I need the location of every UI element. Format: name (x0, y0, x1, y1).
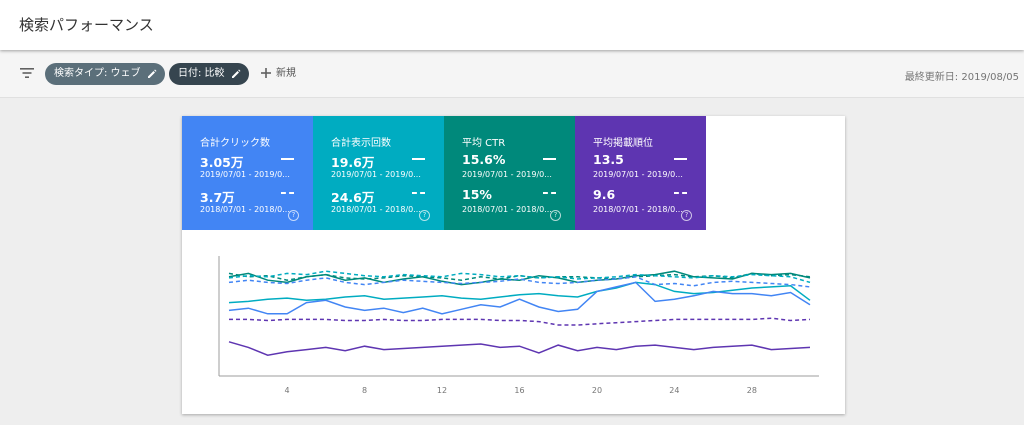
solid-line-legend-icon (412, 158, 425, 160)
series-line-6 (229, 317, 811, 326)
metric-label: 合計クリック数 (200, 138, 270, 149)
metric-current-value: 19.6万 (331, 155, 375, 170)
help-icon[interactable]: ? (419, 210, 430, 221)
x-tick-label: 28 (747, 386, 757, 395)
x-tick-label: 20 (592, 386, 602, 395)
metric-tile-impressions[interactable]: 合計表示回数 19.6万 2019/07/01 - 2019/0... 24.6… (313, 116, 444, 230)
solid-line-legend-icon (543, 158, 556, 160)
metric-current-value: 15.6% (462, 152, 506, 167)
performance-card: 合計クリック数 3.05万 2019/07/01 - 2019/0... 3.7… (182, 116, 845, 414)
x-tick-label: 12 (437, 386, 447, 395)
metric-previous-value: 9.6 (593, 187, 616, 202)
metric-current-value: 13.5 (593, 152, 624, 167)
filter-bar: 検索タイプ: ウェブ 日付: 比較 新規 最終更新日: 2019/08/05 (0, 50, 1024, 98)
series-line-2 (228, 281, 811, 304)
metric-current-range: 2019/07/01 - 2019/0... (200, 170, 290, 179)
metric-previous-range: 2018/07/01 - 2018/0... (331, 205, 421, 214)
pencil-icon[interactable] (146, 68, 158, 80)
x-tick-label: 24 (669, 386, 679, 395)
metric-current-range: 2019/07/01 - 2019/0... (331, 170, 421, 179)
x-tick-label: 8 (362, 386, 367, 395)
solid-line-legend-icon (674, 158, 687, 160)
metric-tile-position[interactable]: 平均掲載順位 13.5 2019/07/01 - 2019/0... 9.6 2… (575, 116, 706, 230)
help-icon[interactable]: ? (288, 210, 299, 221)
new-filter-label: 新規 (276, 68, 296, 79)
metric-current-range: 2019/07/01 - 2019/0... (462, 170, 552, 179)
metric-previous-value: 3.7万 (200, 190, 235, 205)
help-icon[interactable]: ? (681, 210, 692, 221)
help-icon[interactable]: ? (550, 210, 561, 221)
series-line-1 (228, 272, 811, 281)
date-chip[interactable]: 日付: 比較 (169, 63, 249, 85)
metric-previous-range: 2018/07/01 - 2018/0... (200, 205, 290, 214)
filter-icon[interactable] (20, 67, 34, 79)
date-chip-label: 日付: 比較 (178, 68, 225, 79)
metric-tile-clicks[interactable]: 合計クリック数 3.05万 2019/07/01 - 2019/0... 3.7… (182, 116, 313, 230)
metric-tile-ctr[interactable]: 平均 CTR 15.6% 2019/07/01 - 2019/0... 15% … (444, 116, 575, 230)
metric-label: 平均掲載順位 (593, 138, 653, 149)
performance-chart: 4 8 12 16 20 24 28 (218, 256, 819, 395)
dashed-line-legend-icon (281, 192, 294, 194)
last-updated: 最終更新日: 2019/08/05 (904, 72, 1019, 83)
app-header: 検索パフォーマンス (0, 0, 1024, 50)
series-line-3 (228, 270, 811, 284)
metric-label: 平均 CTR (462, 138, 506, 149)
x-tick-label: 16 (514, 386, 524, 395)
new-filter-button[interactable]: 新規 (260, 64, 296, 84)
metric-previous-value: 15% (462, 187, 492, 202)
metric-previous-range: 2018/07/01 - 2018/0... (593, 205, 683, 214)
search-type-chip-label: 検索タイプ: ウェブ (54, 68, 141, 79)
dashed-line-legend-icon (412, 192, 425, 194)
metric-previous-range: 2018/07/01 - 2018/0... (462, 205, 552, 214)
pencil-icon[interactable] (230, 68, 242, 80)
dashed-line-legend-icon (543, 192, 556, 194)
metric-label: 合計表示回数 (331, 138, 391, 149)
metric-current-value: 3.05万 (200, 155, 244, 170)
metric-previous-value: 24.6万 (331, 190, 375, 205)
series-line-4 (228, 281, 811, 315)
dashed-line-legend-icon (674, 192, 687, 194)
metric-current-range: 2019/07/01 - 2019/0... (593, 170, 683, 179)
plus-icon (261, 68, 271, 78)
search-type-chip[interactable]: 検索タイプ: ウェブ (45, 63, 165, 85)
solid-line-legend-icon (281, 158, 294, 160)
page-title: 検索パフォーマンス (19, 16, 154, 34)
x-tick-label: 4 (285, 386, 290, 395)
series-line-7 (228, 341, 811, 356)
